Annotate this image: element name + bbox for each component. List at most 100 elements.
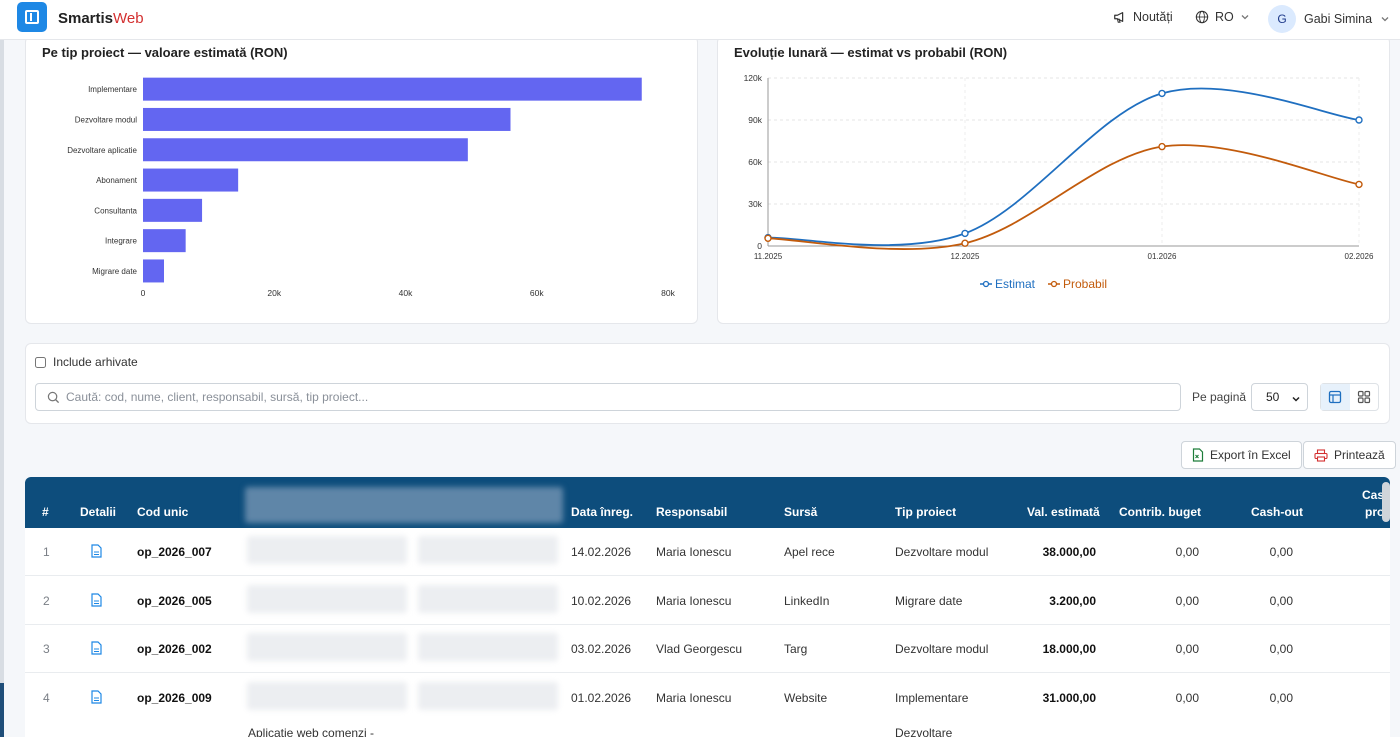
bar-1[interactable] — [143, 107, 511, 131]
col-header-owner[interactable]: Responsabil — [656, 505, 728, 519]
per-page-select[interactable]: 50 — [1251, 383, 1308, 411]
user-menu[interactable]: G Gabi Simina — [1268, 5, 1390, 33]
cell-code[interactable]: op_2026_005 — [137, 593, 212, 608]
cell-type: Dezvoltare — [895, 726, 953, 737]
data-point[interactable] — [961, 229, 969, 238]
redacted-client — [418, 633, 558, 661]
x-tick-label: 01.2026 — [1148, 252, 1177, 261]
cell-owner: Maria Ionescu — [656, 545, 732, 559]
document-icon[interactable] — [91, 592, 102, 607]
print-label: Printează — [1334, 448, 1385, 462]
legend-marker — [1050, 280, 1058, 288]
category-label: Migrare date — [92, 267, 137, 276]
table-view-icon — [1329, 390, 1342, 404]
news-link[interactable]: Noutăți — [1113, 10, 1173, 24]
redacted-client — [418, 681, 558, 710]
col-header-num[interactable]: # — [42, 505, 49, 519]
x-tick-label: 02.2026 — [1345, 252, 1374, 261]
data-point[interactable] — [961, 239, 969, 247]
category-label: Dezvoltare aplicatie — [67, 146, 137, 155]
col-header-details[interactable]: Detalii — [80, 505, 117, 519]
document-icon[interactable] — [91, 544, 102, 558]
cell-estimated: 31.000,00 — [1042, 690, 1096, 705]
col-header-source[interactable]: Sursă — [784, 505, 818, 519]
bar-2[interactable] — [143, 138, 468, 162]
search-field[interactable] — [35, 383, 1181, 411]
table-row[interactable]: 3 op_2026_002 03.02.2026 Vlad Georgescu Targ… — [25, 625, 1390, 673]
table-header: # Detalii Cod unic Data înreg. Responsab… — [25, 477, 1390, 528]
series-line-0 — [767, 87, 1360, 246]
table-row[interactable]: 1 op_2026_007 14.02.2026 Maria Ionescu Apel … — [25, 528, 1390, 576]
print-button[interactable]: Printează — [1303, 441, 1396, 469]
cell-name: Aplicatie web comenzi - — [248, 726, 375, 737]
bar-4[interactable] — [143, 198, 203, 222]
x-tick-label: 20k — [267, 288, 281, 298]
user-name: Gabi Simina — [1304, 12, 1373, 26]
cell-date: 03.02.2026 — [571, 642, 632, 656]
avatar: G — [1268, 5, 1296, 33]
include-archived-label: Include arhivate — [53, 355, 138, 369]
language-selector[interactable]: RO — [1195, 10, 1250, 24]
brand-name[interactable]: SmartisWeb — [58, 10, 144, 27]
legend-label[interactable]: Probabil — [1063, 277, 1107, 291]
bar-6[interactable] — [143, 259, 164, 283]
redacted-name — [247, 584, 407, 613]
cell-code[interactable]: op_2026_007 — [137, 545, 212, 559]
bar-5[interactable] — [143, 229, 186, 253]
col-header-estimated[interactable]: Val. estimată — [1027, 505, 1100, 519]
x-tick-label: 80k — [661, 288, 675, 298]
cell-owner: Maria Ionescu — [656, 593, 732, 608]
cell-budget: 0,00 — [1175, 690, 1199, 705]
document-icon[interactable] — [91, 641, 102, 655]
table-scrollbar[interactable] — [1382, 482, 1390, 522]
col-header-date[interactable]: Data înreg. — [571, 505, 634, 519]
document-icon[interactable] — [91, 689, 102, 704]
include-archived-checkbox[interactable]: Include arhivate — [35, 355, 138, 369]
search-icon — [47, 391, 60, 404]
col-header-type[interactable]: Tip proiect — [895, 505, 957, 519]
cell-source: LinkedIn — [784, 593, 830, 608]
grid-view-button[interactable] — [1350, 384, 1379, 410]
cell-budget: 0,00 — [1175, 642, 1199, 656]
table-row[interactable]: 2 op_2026_005 10.02.2026 Maria Ionescu Linke… — [25, 576, 1390, 625]
series-line-1 — [767, 144, 1360, 250]
per-page-value: 50 — [1266, 390, 1280, 404]
include-archived-input[interactable] — [35, 356, 46, 368]
table-view-button[interactable] — [1321, 384, 1350, 410]
col-header-budget[interactable]: Contrib. buget — [1119, 505, 1201, 519]
legend-label[interactable]: Estimat — [995, 277, 1036, 291]
col-header-cash[interactable]: Cas — [1362, 488, 1385, 502]
y-tick-label: 30k — [748, 199, 762, 209]
app-logo-icon[interactable] — [17, 2, 47, 32]
export-excel-button[interactable]: Export în Excel — [1181, 441, 1302, 469]
col-header-cashout[interactable]: Cash-out — [1251, 505, 1303, 519]
cell-num: 3 — [43, 642, 50, 656]
redacted-name — [247, 681, 407, 710]
cell-cashout: 0,00 — [1269, 593, 1293, 608]
per-page-label: Pe pagină — [1192, 390, 1247, 404]
data-point[interactable] — [1355, 180, 1363, 189]
table-row[interactable]: Aplicatie web comenzi - Dezvoltare — [25, 720, 1390, 737]
bar-0[interactable] — [143, 77, 642, 101]
cell-num: 1 — [43, 545, 50, 559]
data-point[interactable] — [1158, 142, 1166, 151]
redacted-client — [418, 584, 558, 613]
cell-owner: Vlad Georgescu — [656, 642, 743, 656]
category-label: Consultanta — [94, 206, 137, 215]
cell-type: Dezvoltare modul — [895, 642, 989, 656]
bar-chart-card: Pe tip proiect — valoare estimată (RON) … — [25, 36, 698, 324]
category-label: Implementare — [88, 85, 137, 94]
bar-3[interactable] — [143, 168, 239, 192]
data-point[interactable] — [764, 234, 772, 243]
grid-view-icon — [1357, 390, 1370, 404]
search-input[interactable] — [66, 384, 1166, 410]
cell-code[interactable]: op_2026_002 — [137, 642, 212, 656]
cell-type: Migrare date — [895, 593, 963, 608]
col-header-code[interactable]: Cod unic — [137, 505, 189, 519]
table-row[interactable]: 4 op_2026_009 01.02.2026 Maria Ionescu Websi… — [25, 673, 1390, 722]
data-point[interactable] — [1355, 116, 1363, 124]
redacted-name — [247, 536, 407, 564]
x-tick-label: 12.2025 — [951, 252, 980, 261]
data-point[interactable] — [1158, 89, 1166, 98]
cell-code[interactable]: op_2026_009 — [137, 690, 212, 705]
